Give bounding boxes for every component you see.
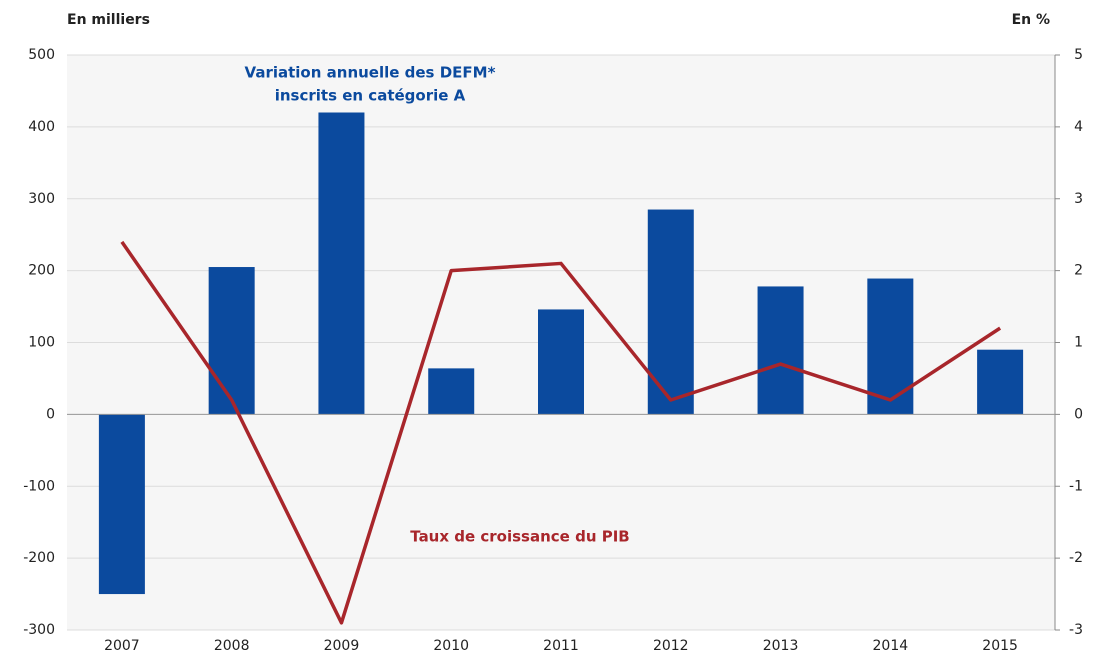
x-tick-label: 2014 bbox=[873, 638, 909, 654]
y2-tick-label: -2 bbox=[1069, 550, 1083, 566]
bar bbox=[977, 349, 1024, 415]
y2-tick-label: -3 bbox=[1069, 622, 1083, 638]
x-tick-label: 2011 bbox=[543, 638, 579, 654]
y-tick-label: -200 bbox=[23, 550, 55, 566]
y-tick-label: 100 bbox=[28, 335, 55, 351]
y-axis-unit: En milliers bbox=[67, 12, 150, 28]
series-label: inscrits en catégorie A bbox=[275, 87, 466, 105]
y2-tick-label: 2 bbox=[1074, 263, 1083, 279]
y2-tick-label: -1 bbox=[1069, 478, 1083, 494]
y-tick-label: 300 bbox=[28, 191, 55, 207]
y2-tick-label: 0 bbox=[1074, 406, 1083, 422]
x-tick-label: 2010 bbox=[433, 638, 469, 654]
bar bbox=[208, 267, 255, 415]
y2-tick-label: 1 bbox=[1074, 335, 1083, 351]
x-tick-label: 2012 bbox=[653, 638, 689, 654]
y-tick-label: 400 bbox=[28, 119, 55, 135]
bar bbox=[757, 286, 804, 415]
y-tick-label: 0 bbox=[46, 406, 55, 422]
x-tick-label: 2013 bbox=[763, 638, 799, 654]
y2-tick-label: 5 bbox=[1074, 47, 1083, 63]
x-tick-label: 2009 bbox=[324, 638, 360, 654]
y-tick-label: -100 bbox=[23, 478, 55, 494]
x-tick-label: 2007 bbox=[104, 638, 140, 654]
y-tick-label: -300 bbox=[23, 622, 55, 638]
bar bbox=[318, 112, 365, 415]
y2-axis-unit: En % bbox=[1012, 12, 1050, 28]
series-label: Variation annuelle des DEFM* bbox=[245, 64, 496, 82]
x-tick-label: 2015 bbox=[982, 638, 1018, 654]
bar bbox=[538, 309, 584, 415]
line bbox=[120, 240, 1002, 625]
bar bbox=[98, 414, 145, 595]
y2-tick-label: 4 bbox=[1074, 119, 1083, 135]
bar bbox=[647, 209, 694, 415]
bar bbox=[428, 368, 475, 415]
y-tick-label: 200 bbox=[28, 263, 55, 279]
y2-tick-label: 3 bbox=[1074, 191, 1083, 207]
x-tick-label: 2008 bbox=[214, 638, 250, 654]
y-tick-label: 500 bbox=[28, 47, 55, 63]
series-label: Taux de croissance du PIB bbox=[410, 528, 629, 546]
